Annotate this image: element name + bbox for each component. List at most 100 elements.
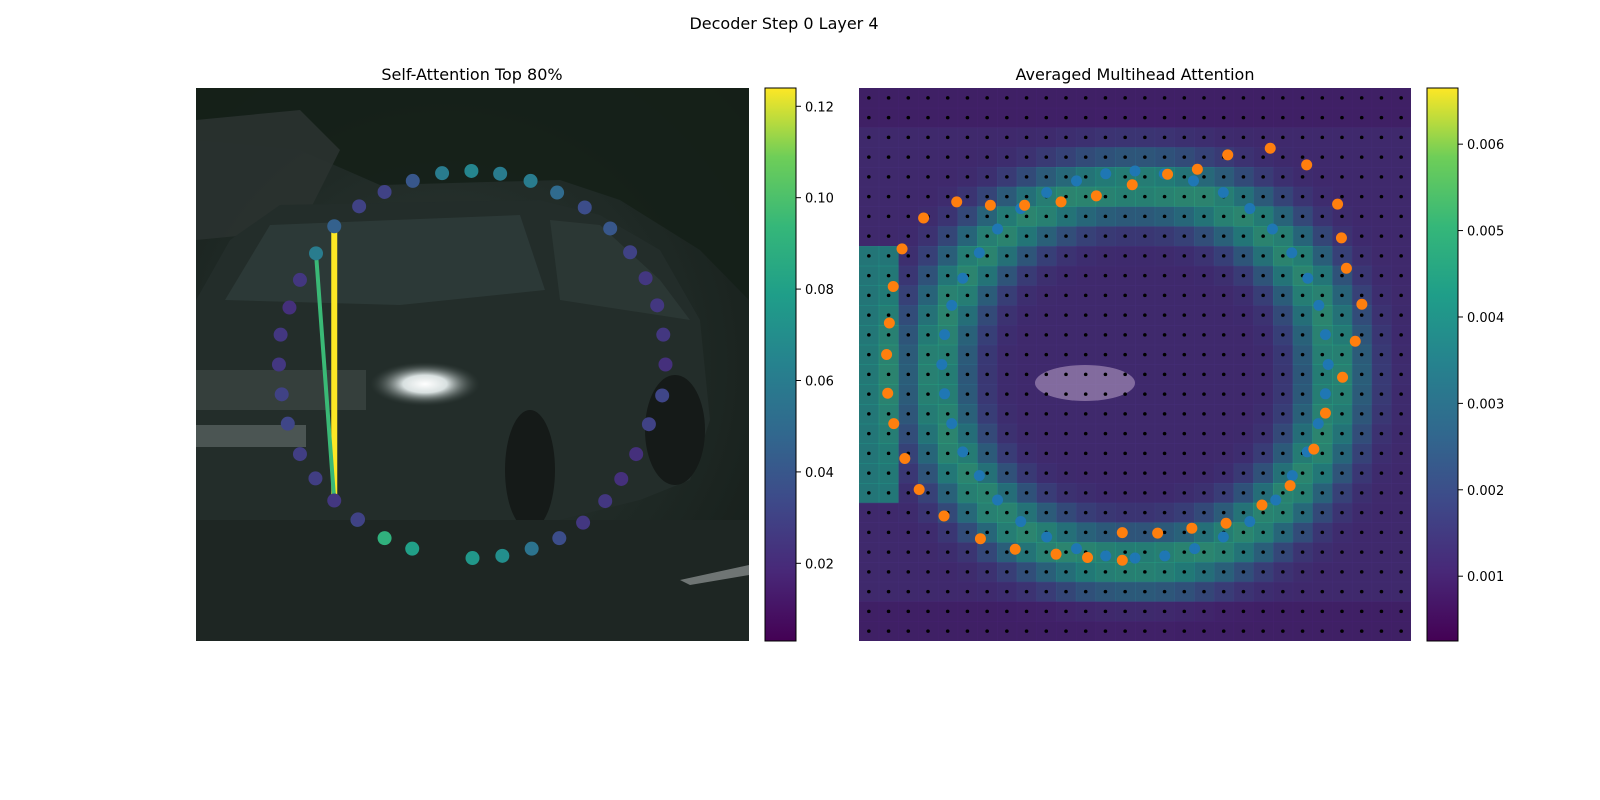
reference-point [985,254,989,258]
reference-point [965,254,970,258]
reference-point [886,491,891,495]
reference-point [1162,530,1167,535]
reference-point [945,293,950,298]
reference-point [1162,254,1167,258]
reference-point [1359,550,1364,554]
reference-point [906,570,911,574]
reference-point [1182,530,1187,535]
reference-point [1182,234,1187,238]
reference-point [1340,451,1344,456]
reference-point [926,412,930,416]
reference-point [1143,155,1147,159]
reference-point [906,491,911,495]
query-points [271,163,673,566]
reference-point [926,293,930,298]
reference-point [1202,372,1206,377]
reference-point [1320,254,1325,258]
reference-point [1221,392,1226,396]
reference-point [1202,214,1206,219]
reference-point [1005,392,1009,396]
reference-point [1143,194,1147,199]
reference-point [1359,570,1364,574]
reference-point [1143,313,1147,317]
reference-point [1083,491,1088,495]
query-point [576,515,591,530]
reference-point [1359,589,1364,594]
reference-point [1024,352,1029,357]
reference-point [1143,372,1147,377]
reference-point [1044,372,1049,377]
reference-point [1083,234,1088,238]
reference-point [867,570,871,574]
reference-point [1182,96,1187,100]
reference-point [965,155,970,159]
reference-point [1143,234,1147,238]
reference-point [985,194,989,199]
reference-point [1044,214,1049,219]
query-point [405,173,420,188]
reference-point [1024,135,1029,140]
reference-point [1024,570,1029,574]
reference-point [1064,589,1068,594]
reference-point [886,234,891,238]
reference-point [1202,589,1206,594]
query-point [623,245,638,260]
sampling-point-orange [918,212,930,224]
reference-point [1399,175,1403,179]
colorbar-tick-label: 0.004 [1467,311,1504,326]
reference-point [867,234,871,238]
reference-point [1221,629,1226,633]
reference-point [1083,214,1088,219]
query-point-blue [1189,543,1201,555]
reference-point [1221,431,1226,436]
reference-point [1320,431,1325,436]
reference-point [1300,155,1305,159]
reference-point [965,629,970,633]
reference-point [926,372,930,377]
reference-point [1399,333,1403,337]
reference-point [1182,451,1187,456]
reference-point [906,155,911,159]
reference-point [945,234,950,238]
reference-point [1064,629,1068,633]
reference-point [1202,550,1206,554]
reference-point [1044,293,1049,298]
reference-point [1044,135,1049,140]
reference-point [1340,194,1344,199]
query-point-blue [1100,550,1112,562]
reference-point [1379,333,1384,337]
reference-point [926,175,930,179]
reference-point [1064,530,1068,535]
query-point [273,327,288,342]
query-point [282,300,297,315]
reference-point [1182,293,1187,298]
reference-point [1143,175,1147,179]
reference-point [1241,451,1246,456]
reference-point [1340,352,1344,357]
reference-point [1202,135,1206,140]
reference-point [1320,491,1325,495]
reference-point [906,589,911,594]
reference-point [1340,175,1344,179]
reference-point [1044,431,1049,436]
reference-point [1064,333,1068,337]
reference-point [1359,530,1364,535]
reference-point [1241,412,1246,416]
reference-point [1005,510,1009,515]
reference-point [1103,451,1108,456]
reference-point [1241,96,1246,100]
reference-point [1064,115,1068,120]
reference-point [1399,431,1403,436]
reference-point [1103,431,1108,436]
reference-point [1202,194,1206,199]
reference-point [1340,155,1344,159]
reference-point [1241,313,1246,317]
reference-point [1123,175,1127,179]
reference-point [1024,491,1029,495]
reference-point [1005,155,1009,159]
reference-point [1261,550,1265,554]
reference-point [1182,510,1187,515]
colorbar-1: 0.02 0.04 0.06 0.08 0.10 0.12 [764,87,834,642]
reference-point [926,431,930,436]
reference-point [1300,570,1305,574]
